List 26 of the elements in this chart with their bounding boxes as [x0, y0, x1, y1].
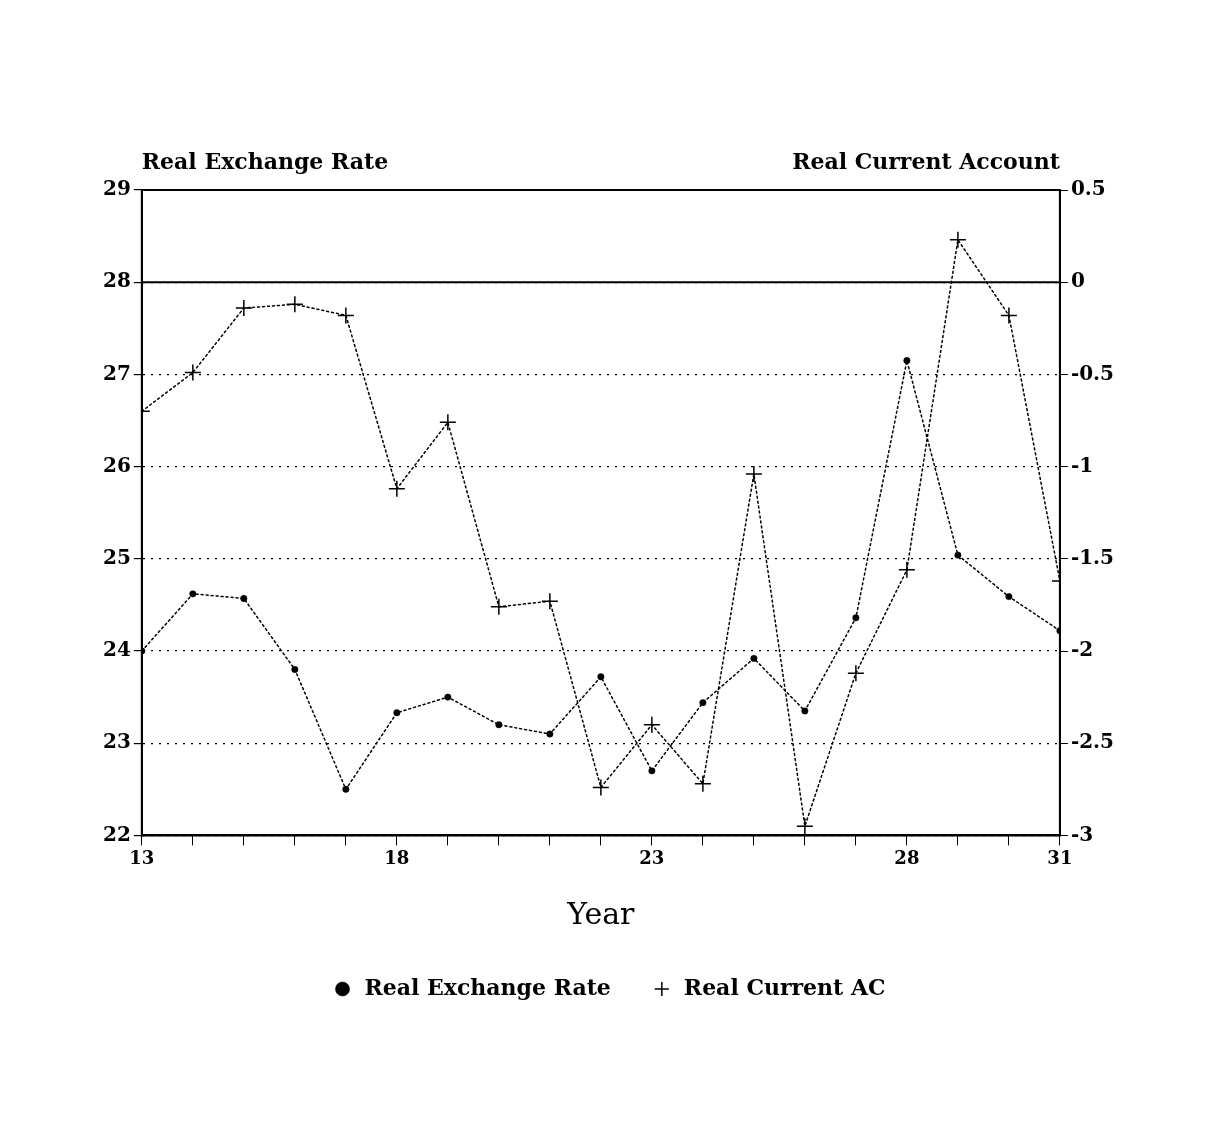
legend-label: Real Current AC — [683, 973, 886, 1000]
y2-tick-label: -2 — [1070, 637, 1094, 662]
x-tick-label: 31 — [1047, 846, 1073, 868]
y2-tick-label: -3 — [1070, 821, 1094, 846]
y-axis-title: Real Exchange Rate — [141, 147, 389, 174]
y-tick-label: 22 — [102, 821, 131, 846]
y2-tick-label: 0.5 — [1070, 176, 1106, 201]
y-tick-label: 27 — [102, 360, 131, 385]
x-tick-label: 28 — [894, 846, 920, 868]
x-tick-label: 23 — [639, 846, 665, 868]
y-tick-label: 28 — [102, 268, 131, 293]
x-axis-title: Year — [566, 895, 636, 931]
y-tick-label: 29 — [102, 176, 131, 201]
y-tick-label: 26 — [102, 452, 131, 477]
y2-tick-label: -0.5 — [1070, 360, 1115, 385]
y-tick-label: 23 — [102, 729, 131, 754]
y2-tick-label: -1.5 — [1070, 545, 1115, 569]
y2-tick-label: -2.5 — [1070, 729, 1115, 754]
y2-axis-title: Real Current Account — [792, 147, 1061, 174]
y2-tick-label: -1 — [1070, 452, 1094, 477]
y2-tick-label: 0 — [1070, 268, 1085, 293]
x-tick-label: 13 — [129, 846, 155, 868]
y-tick-label: 24 — [102, 637, 131, 662]
y-tick-label: 25 — [102, 545, 131, 569]
x-tick-label: 18 — [384, 846, 410, 868]
legend-label: Real Exchange Rate — [364, 973, 611, 1000]
